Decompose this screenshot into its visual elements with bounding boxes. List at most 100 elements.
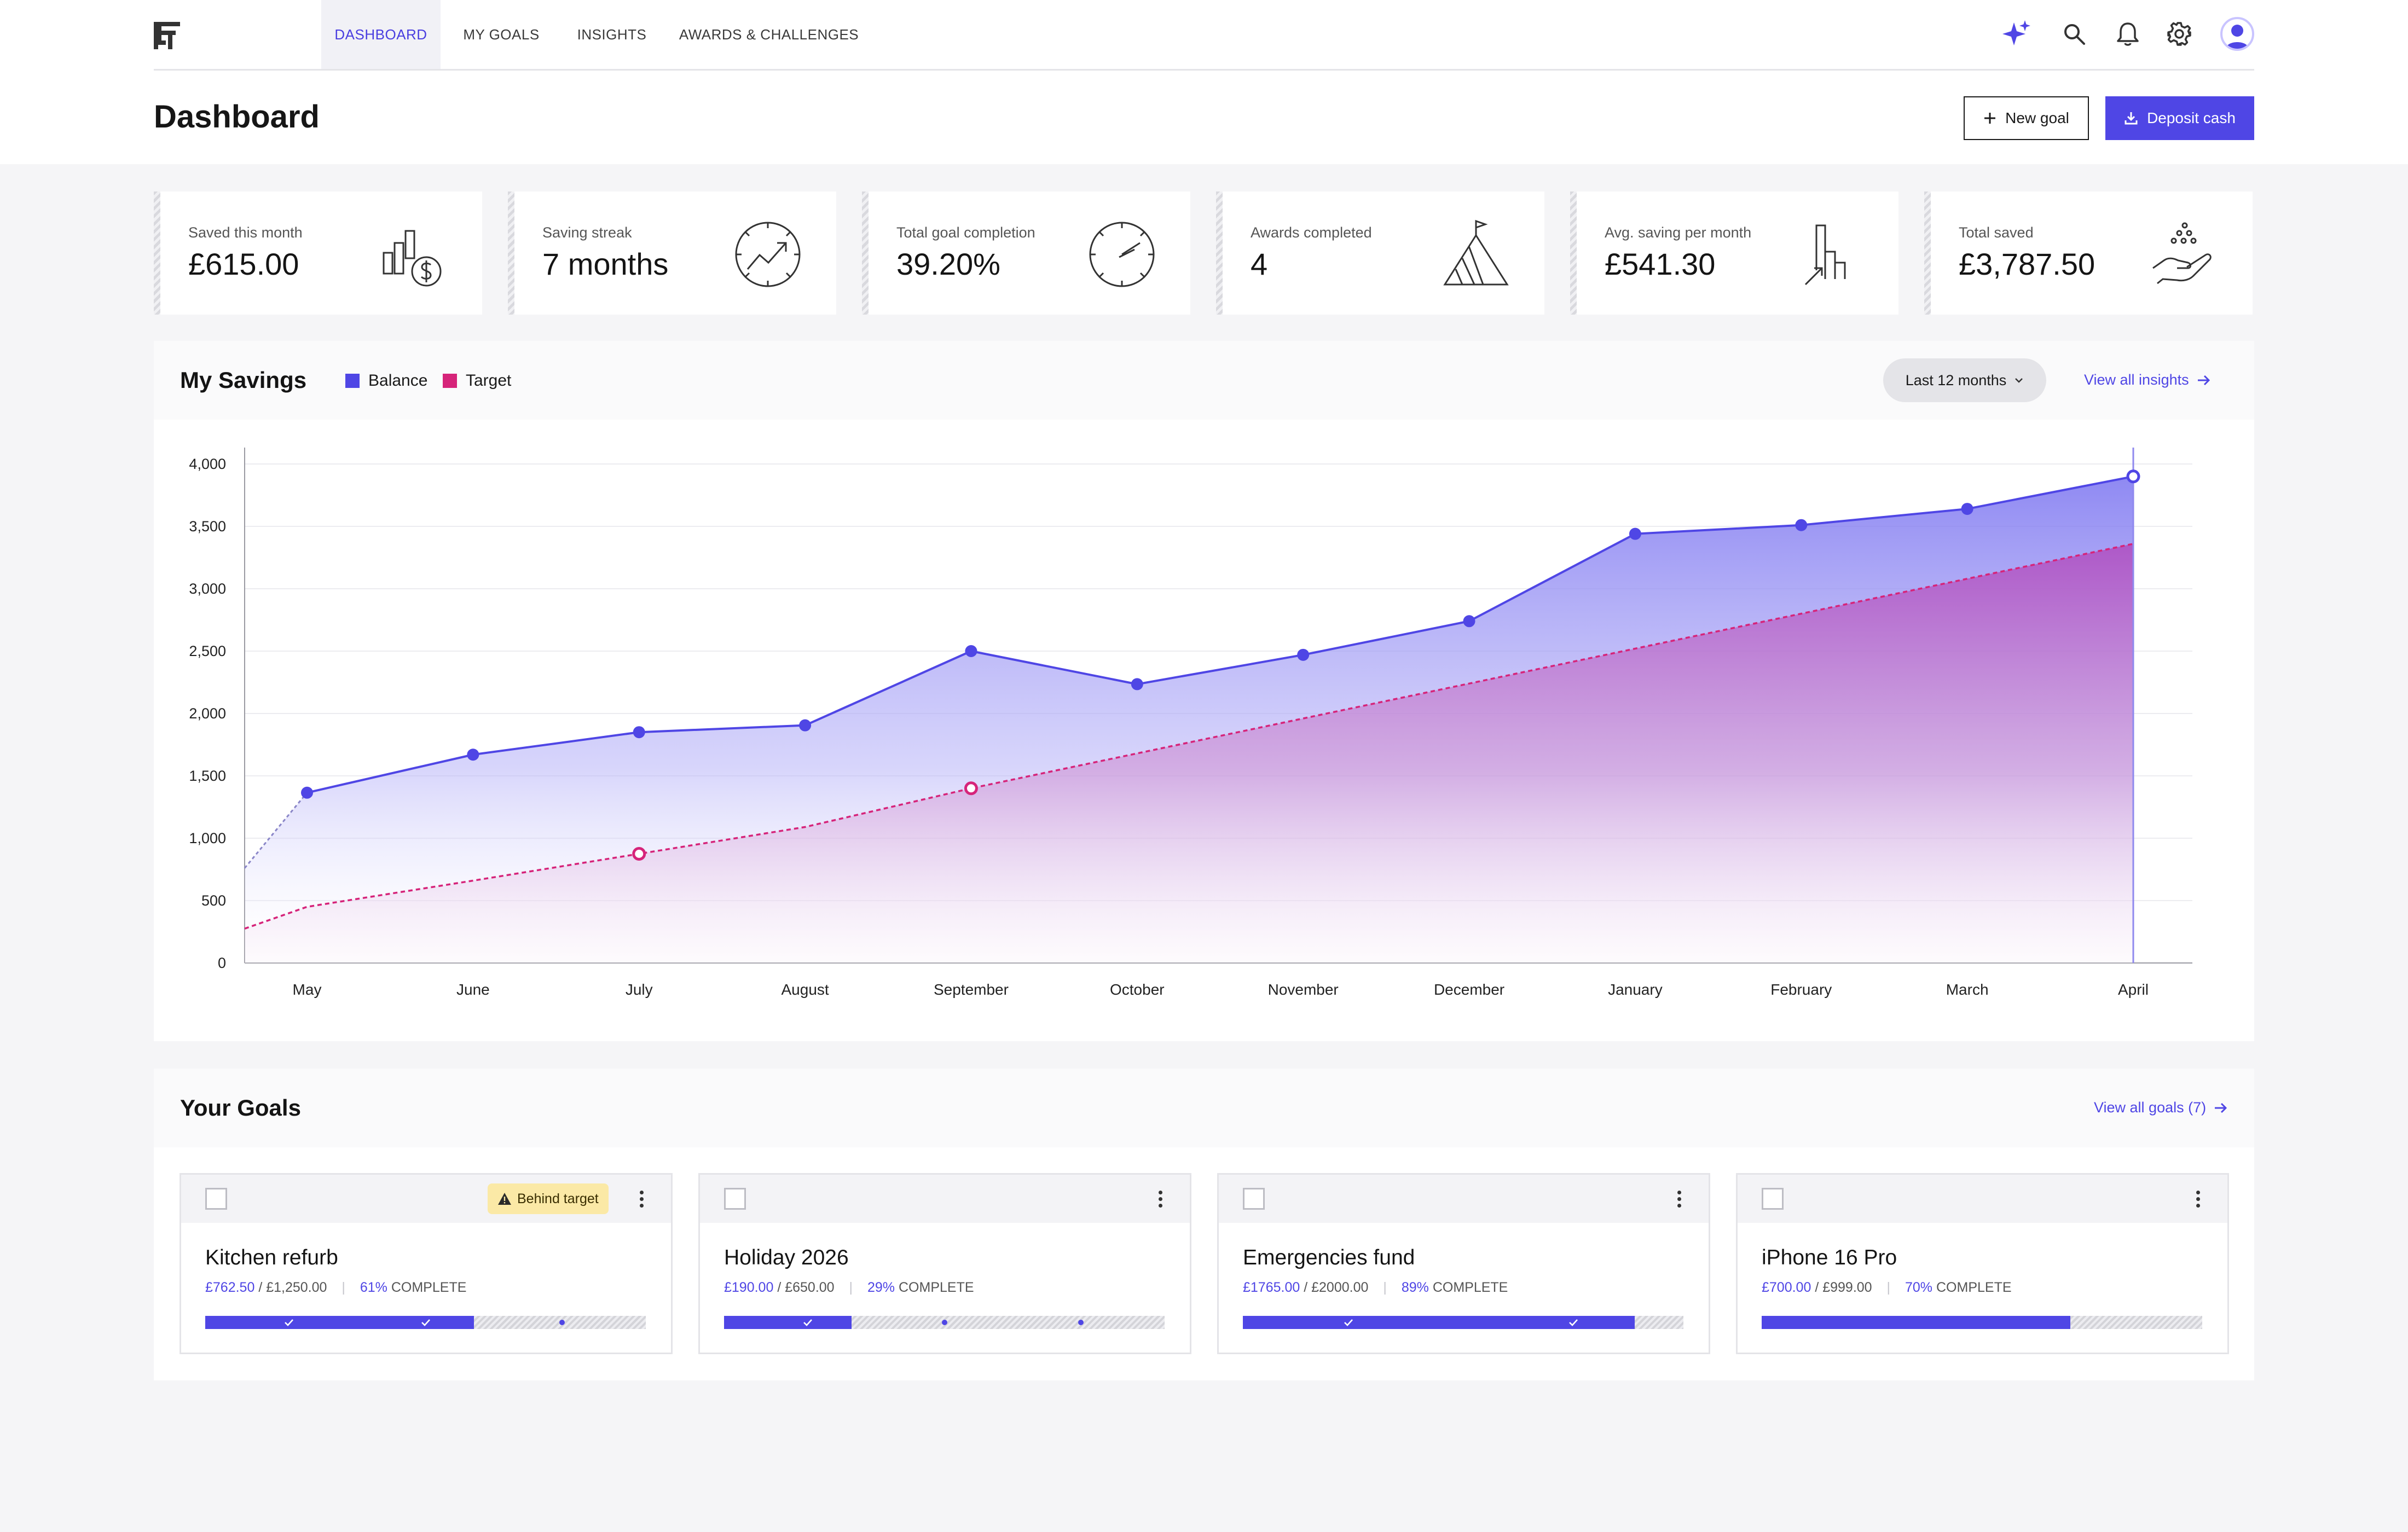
goal-current-amount: £1765.00: [1243, 1280, 1300, 1295]
y-tick-label: 2,500: [189, 643, 226, 659]
card-accent-stripe: [1924, 192, 1931, 315]
balance-line-lead-in: [244, 792, 308, 869]
goal-progress-bar: [1762, 1316, 2202, 1329]
divider: |: [1886, 1280, 1891, 1295]
date-range-dropdown[interactable]: Last 12 months: [1883, 358, 2046, 402]
tab-dashboard[interactable]: DASHBOARD: [321, 0, 441, 69]
goal-target-amount: / £2000.00: [1304, 1280, 1369, 1295]
x-tick-label: October: [1110, 981, 1165, 998]
coins-chart-icon: [383, 230, 442, 287]
download-icon: [2125, 112, 2138, 125]
goal-progress-fill: [205, 1316, 474, 1329]
goal-name: Kitchen refurb: [205, 1246, 338, 1269]
behind-target-badge: Behind target: [488, 1183, 609, 1214]
savings-area-chart[interactable]: 4,000 3,500 3,000 2,500 2,000 1,500 1,000 500 0 M…: [154, 341, 2254, 1041]
goal-complete-label: COMPLETE: [391, 1280, 467, 1295]
view-all-goals-link[interactable]: View all goals (7): [2094, 1099, 2228, 1116]
goal-select-checkbox[interactable]: [205, 1188, 227, 1210]
stat-card-awards-completed: Awards completed 4: [1216, 192, 1544, 315]
balance-point: [1463, 615, 1475, 628]
x-tick-label: September: [934, 981, 1009, 998]
goal-card-header: Behind target: [181, 1175, 671, 1223]
deposit-cash-label: Deposit cash: [2147, 109, 2236, 126]
balance-point: [1131, 678, 1143, 690]
mountain-flag-icon: [1443, 219, 1509, 286]
plus-icon: [1984, 113, 1996, 124]
y-tick-label: 0: [218, 955, 226, 971]
search-icon[interactable]: [2057, 16, 2092, 51]
date-range-label: Last 12 months: [1905, 372, 2007, 388]
milestone-check-icon: [282, 1316, 296, 1329]
stat-label: Saved this month: [188, 224, 303, 241]
x-tick-label: July: [626, 981, 653, 998]
y-tick-label: 1,000: [189, 830, 226, 846]
goal-select-checkbox[interactable]: [1762, 1188, 1784, 1210]
balance-point: [799, 719, 812, 732]
goal-progress-bar: [205, 1316, 646, 1329]
goal-card-header: [1738, 1175, 2227, 1223]
goal-complete-label: COMPLETE: [1432, 1280, 1508, 1295]
goal-progress-fill: [1762, 1316, 2070, 1329]
goal-card[interactable]: Holiday 2026 £190.00 / £650.00 | 29% COM…: [698, 1173, 1191, 1354]
brand-logo-icon[interactable]: [154, 22, 180, 49]
chevron-down-icon: [2015, 378, 2023, 383]
sparkle-icon[interactable]: [1999, 16, 2034, 51]
milestone-dot-icon: [938, 1316, 951, 1329]
x-tick-label: December: [1434, 981, 1504, 998]
y-tick-label: 3,500: [189, 518, 226, 535]
x-tick-label: August: [782, 981, 829, 998]
tab-insights[interactable]: INSIGHTS: [577, 26, 647, 43]
y-tick-label: 1,500: [189, 768, 226, 784]
legend-balance[interactable]: Balance: [345, 372, 427, 390]
balance-point: [1961, 503, 1973, 515]
user-avatar-icon[interactable]: [2220, 17, 2254, 51]
goal-card[interactable]: iPhone 16 Pro £700.00 / £999.00 | 70% CO…: [1736, 1173, 2229, 1354]
y-tick-label: 4,000: [189, 456, 226, 472]
target-line: [244, 543, 2134, 930]
savings-panel-header: My Savings Balance Target Last 12 months…: [154, 341, 2254, 420]
target-point: [964, 781, 978, 796]
goal-card[interactable]: Behind target Kitchen refurb £762.50 / £…: [180, 1173, 673, 1354]
x-tick-label: November: [1268, 981, 1339, 998]
more-options-icon[interactable]: [2192, 1188, 2203, 1210]
savings-panel: My Savings Balance Target Last 12 months…: [154, 341, 2254, 1041]
stat-label: Total saved: [1959, 224, 2034, 241]
more-options-icon[interactable]: [1155, 1188, 1166, 1210]
goal-name: iPhone 16 Pro: [1762, 1246, 1897, 1269]
y-tick-label: 2,000: [189, 705, 226, 722]
stat-card-saving-streak: Saving streak 7 months: [508, 192, 836, 315]
goal-select-checkbox[interactable]: [1243, 1188, 1265, 1210]
legend-balance-label: Balance: [368, 372, 428, 390]
goal-current-amount: £700.00: [1762, 1280, 1811, 1295]
view-all-insights-link[interactable]: View all insights: [2084, 372, 2211, 388]
card-accent-stripe: [862, 192, 869, 315]
stat-value: £541.30: [1605, 247, 1716, 281]
warning-icon: [498, 1193, 511, 1205]
balance-point: [1297, 648, 1310, 661]
stat-value: 39.20%: [896, 247, 1000, 281]
more-options-icon[interactable]: [1674, 1188, 1685, 1210]
goal-select-checkbox[interactable]: [724, 1188, 746, 1210]
balance-point: [1795, 519, 1808, 531]
stat-card-goal-completion: Total goal completion 39.20%: [862, 192, 1190, 315]
goal-card[interactable]: Emergencies fund £1765.00 / £2000.00 | 8…: [1217, 1173, 1710, 1354]
bell-icon[interactable]: [2110, 16, 2145, 51]
legend-target-swatch: [443, 374, 457, 388]
card-accent-stripe: [154, 192, 160, 315]
goal-progress-bar: [1243, 1316, 1683, 1329]
gear-icon[interactable]: [2162, 16, 2197, 51]
goal-percent: 70%: [1905, 1280, 1933, 1295]
goals-title: Your Goals: [180, 1095, 301, 1121]
goal-target-amount: / £1,250.00: [258, 1280, 327, 1295]
x-tick-label: April: [2118, 981, 2149, 998]
legend-target[interactable]: Target: [443, 372, 511, 390]
deposit-cash-button[interactable]: Deposit cash: [2105, 96, 2254, 140]
more-options-icon[interactable]: [636, 1188, 647, 1210]
page-title: Dashboard: [154, 99, 320, 135]
goal-percent: 61%: [360, 1280, 387, 1295]
tab-awards-challenges[interactable]: AWARDS & CHALLENGES: [679, 26, 859, 43]
new-goal-button[interactable]: New goal: [1964, 96, 2089, 140]
tab-my-goals[interactable]: MY GOALS: [463, 26, 540, 43]
goals-panel-header: Your Goals View all goals (7): [154, 1069, 2254, 1147]
balance-point: [467, 748, 479, 761]
